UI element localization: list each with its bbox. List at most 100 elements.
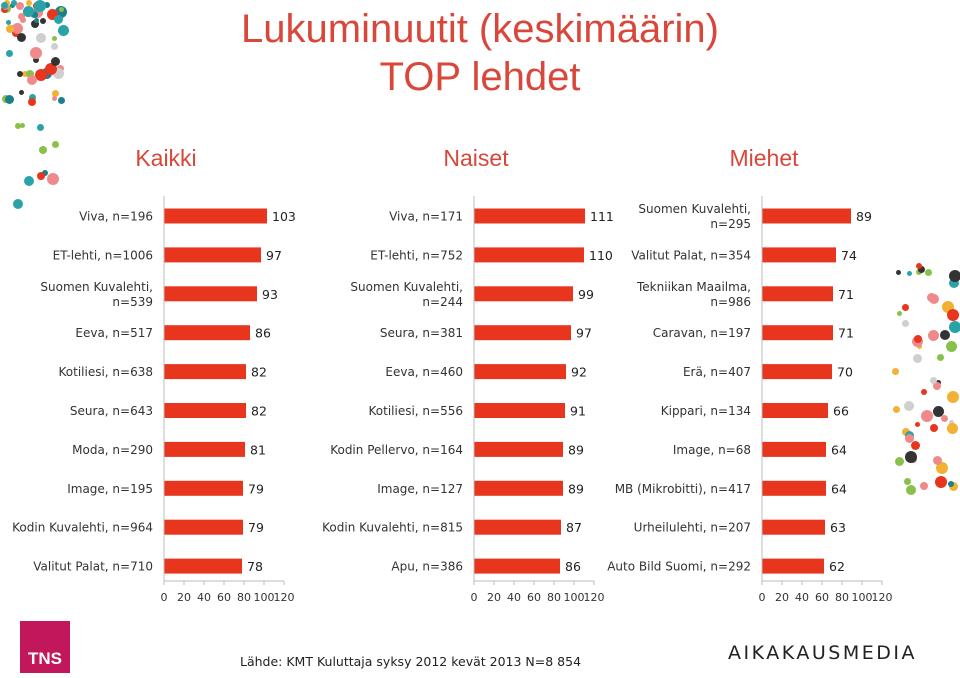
confetti-dot bbox=[52, 36, 57, 41]
category-label: Eeva, n=460 bbox=[385, 365, 463, 379]
confetti-dot bbox=[44, 2, 50, 8]
bar bbox=[164, 286, 257, 302]
data-label: 91 bbox=[570, 404, 586, 419]
confetti-dot bbox=[904, 478, 911, 485]
bar bbox=[762, 403, 828, 418]
bar bbox=[762, 480, 826, 496]
category-label: Viva, n=196 bbox=[79, 210, 153, 224]
confetti-dot bbox=[40, 18, 46, 24]
bar bbox=[474, 364, 566, 380]
bar bbox=[474, 519, 561, 535]
confetti-dot bbox=[47, 173, 59, 185]
x-tick-label: 120 bbox=[274, 591, 295, 604]
confetti-dot bbox=[51, 57, 60, 66]
data-label: 82 bbox=[251, 404, 267, 419]
confetti-dot bbox=[37, 172, 45, 180]
category-label: Kotiliesi, n=638 bbox=[59, 365, 153, 379]
x-tick-label: 80 bbox=[547, 591, 561, 604]
confetti-dot bbox=[949, 321, 960, 333]
confetti-dot bbox=[17, 33, 26, 42]
category-label: MB (Mikrobitti), n=417 bbox=[615, 482, 751, 496]
confetti-dot bbox=[933, 382, 941, 390]
category-label: ET-lehti, n=1006 bbox=[53, 248, 153, 262]
category-label: Apu, n=386 bbox=[391, 560, 463, 574]
category-label: Caravan, n=197 bbox=[653, 326, 751, 340]
confetti-dot bbox=[18, 13, 25, 20]
bar bbox=[164, 519, 243, 535]
x-tick-label: 80 bbox=[237, 591, 251, 604]
x-tick-label: 120 bbox=[584, 591, 605, 604]
confetti-dot bbox=[17, 71, 23, 77]
confetti-dot bbox=[12, 23, 23, 34]
confetti-dot bbox=[892, 368, 899, 375]
bar bbox=[762, 364, 832, 380]
confetti-decoration-left bbox=[0, 0, 70, 678]
confetti-dot bbox=[34, 0, 46, 12]
confetti-dot bbox=[920, 482, 928, 490]
data-label: 74 bbox=[841, 248, 857, 263]
category-label: Seura, n=381 bbox=[380, 326, 463, 340]
confetti-dot bbox=[6, 20, 11, 25]
category-label: n=986 bbox=[710, 295, 751, 309]
confetti-dot bbox=[23, 6, 34, 17]
confetti-dot bbox=[11, 0, 17, 6]
data-label: 89 bbox=[568, 442, 584, 457]
confetti-dot bbox=[52, 141, 59, 148]
x-tick-label: 60 bbox=[527, 591, 541, 604]
x-tick-label: 0 bbox=[471, 591, 478, 604]
x-tick-label: 40 bbox=[795, 591, 809, 604]
x-tick-label: 40 bbox=[197, 591, 211, 604]
confetti-dot bbox=[28, 98, 36, 106]
bar bbox=[164, 558, 242, 574]
data-label: 71 bbox=[838, 326, 854, 341]
confetti-dot bbox=[915, 422, 920, 427]
data-label: 62 bbox=[829, 559, 845, 574]
bar bbox=[164, 247, 261, 263]
confetti-dot bbox=[921, 410, 933, 422]
x-tick-label: 60 bbox=[217, 591, 231, 604]
confetti-dot bbox=[904, 401, 914, 411]
confetti-dot bbox=[933, 406, 944, 417]
bar bbox=[762, 247, 836, 263]
confetti-dot bbox=[902, 304, 909, 311]
confetti-dot bbox=[52, 96, 57, 101]
data-label: 93 bbox=[262, 287, 278, 302]
data-label: 89 bbox=[568, 481, 584, 496]
x-tick-label: 80 bbox=[835, 591, 849, 604]
confetti-dot bbox=[927, 293, 936, 302]
confetti-dot bbox=[53, 68, 64, 79]
confetti-dot bbox=[949, 482, 958, 491]
title-line-1: Lukuminuutit (keskimäärin) bbox=[241, 7, 719, 51]
x-tick-label: 100 bbox=[852, 591, 873, 604]
category-label: ET-lehti, n=752 bbox=[370, 248, 463, 262]
category-label: Auto Bild Suomi, n=292 bbox=[607, 560, 751, 574]
confetti-dot bbox=[918, 266, 925, 273]
bar bbox=[164, 403, 246, 418]
confetti-dot bbox=[27, 75, 37, 85]
confetti-dot bbox=[911, 441, 920, 450]
confetti-dot bbox=[948, 481, 954, 487]
bar-charts: 103 Viva, n=196 97 ET-lehti, n=1006 93 Suomen… bbox=[12, 196, 893, 604]
category-label: Valitut Palat, n=354 bbox=[631, 248, 751, 262]
data-label: 87 bbox=[566, 520, 582, 535]
data-label: 97 bbox=[266, 248, 282, 263]
panel-title-naiset: Naiset bbox=[443, 145, 509, 171]
data-label: 99 bbox=[578, 287, 594, 302]
confetti-dot bbox=[58, 25, 69, 36]
confetti-dot bbox=[6, 25, 14, 33]
bar bbox=[474, 441, 563, 457]
data-label: 64 bbox=[831, 442, 847, 457]
confetti-dot bbox=[947, 391, 959, 403]
category-label: Kodin Kuvalehti, n=815 bbox=[322, 521, 463, 535]
confetti-dot bbox=[947, 423, 958, 434]
aikakausmedia-logo: AIKAKAUSMEDIA bbox=[728, 642, 917, 664]
x-tick-label: 0 bbox=[161, 591, 168, 604]
confetti-dot bbox=[32, 12, 38, 18]
confetti-dot bbox=[30, 47, 42, 59]
confetti-dot bbox=[925, 269, 932, 276]
x-tick-label: 60 bbox=[815, 591, 829, 604]
bar bbox=[474, 480, 563, 496]
bar bbox=[762, 441, 826, 457]
bar bbox=[762, 325, 833, 341]
x-tick-label: 20 bbox=[487, 591, 501, 604]
